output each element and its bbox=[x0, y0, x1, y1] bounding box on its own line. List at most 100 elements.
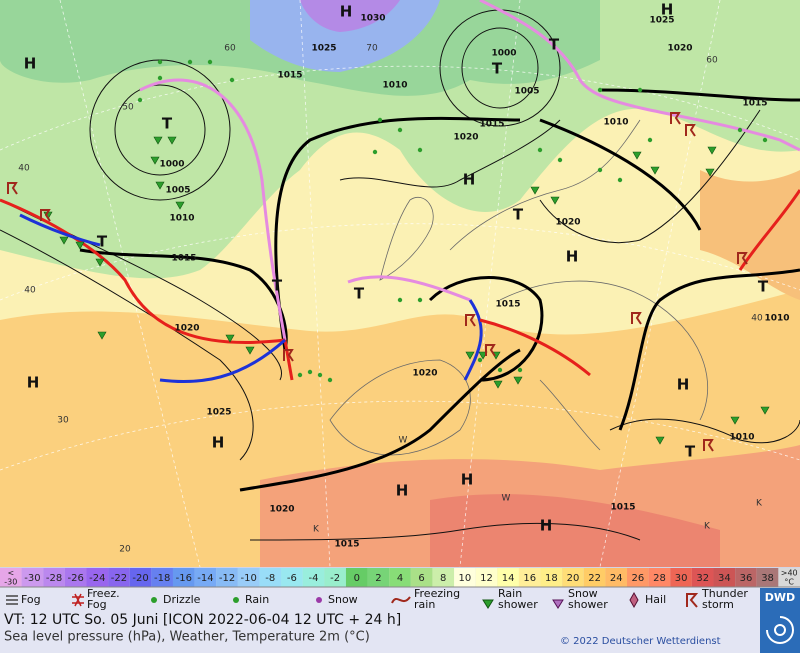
pressure-center: T bbox=[162, 115, 173, 133]
scale-label: 18 bbox=[545, 573, 558, 584]
scale-label: -28 bbox=[46, 573, 62, 584]
isobar-label: 1015 bbox=[334, 540, 359, 550]
isobar-label: 1025 bbox=[649, 16, 674, 26]
shower-symbol bbox=[167, 136, 177, 145]
rain-symbol bbox=[597, 167, 603, 173]
shower-symbol bbox=[760, 406, 770, 415]
scale-low: -30 bbox=[4, 578, 17, 587]
pressure-center: T bbox=[492, 60, 503, 78]
scale-label: -4 bbox=[309, 573, 319, 584]
legend-label: Fog bbox=[87, 598, 107, 611]
scale-label: 28 bbox=[653, 573, 666, 584]
scale-cell bbox=[713, 568, 736, 587]
shower-symbol bbox=[707, 146, 717, 155]
rain-symbol bbox=[762, 137, 768, 143]
green-region bbox=[0, 0, 800, 279]
legend-icon bbox=[391, 596, 411, 604]
rain-symbol bbox=[137, 97, 143, 103]
scale-cell bbox=[562, 568, 584, 587]
scale-cell bbox=[259, 568, 282, 587]
temperature-label: W bbox=[399, 436, 408, 446]
pressure-center: H bbox=[677, 376, 690, 394]
rain-symbol bbox=[417, 147, 423, 153]
legend-icon bbox=[629, 591, 639, 609]
shower-symbol bbox=[175, 201, 185, 210]
temperature-scale: <-30 -30 -28 -26 -24 -22 -20 -18 -16 -14 -12 -10 -8-… bbox=[0, 568, 800, 587]
thunderstorm-symbol bbox=[7, 182, 18, 195]
scale-label: 34 bbox=[718, 573, 731, 584]
thunderstorm-symbol bbox=[631, 312, 642, 325]
rain-symbol bbox=[617, 177, 623, 183]
legend-label: storm bbox=[702, 598, 734, 611]
scale-label: 8 bbox=[440, 573, 446, 584]
legend-label: Rain bbox=[245, 593, 269, 606]
rain-symbol bbox=[229, 77, 235, 83]
weather-symbols bbox=[7, 59, 770, 452]
scale-label: -12 bbox=[219, 573, 235, 584]
rain-symbol bbox=[297, 372, 303, 378]
shower-symbol bbox=[530, 186, 540, 195]
shower-symbol bbox=[632, 151, 642, 160]
scale-label: 20 bbox=[567, 573, 580, 584]
rain-symbol bbox=[537, 147, 543, 153]
copyright: © 2022 Deutscher Wetterdienst bbox=[560, 636, 721, 647]
isobar-label: 1020 bbox=[174, 324, 199, 334]
scale-label: 6 bbox=[418, 573, 424, 584]
legend-icon bbox=[552, 599, 564, 609]
legend-label: shower bbox=[498, 598, 538, 611]
scale-cell bbox=[129, 568, 152, 587]
legend-icon bbox=[233, 597, 239, 603]
rain-symbol bbox=[157, 75, 163, 81]
scale-label: -10 bbox=[240, 573, 256, 584]
legend-label: Freezing bbox=[414, 587, 460, 600]
temperature-label: K bbox=[756, 499, 763, 509]
fronts bbox=[0, 0, 800, 384]
scale-label: -14 bbox=[197, 573, 213, 584]
scale-cell bbox=[281, 568, 303, 587]
scale-cell bbox=[410, 568, 433, 587]
pressure-center: H bbox=[540, 517, 553, 535]
warm-east-region bbox=[700, 170, 800, 300]
rain-symbol bbox=[477, 357, 483, 363]
description: Sea level pressure (hPa), Weather, Tempe… bbox=[4, 630, 370, 645]
shower-symbol bbox=[465, 351, 475, 360]
scale-unit: °C bbox=[784, 578, 794, 587]
scale-cell bbox=[172, 568, 195, 587]
isobar-label: 1015 bbox=[610, 503, 635, 513]
scale-label: -16 bbox=[176, 573, 192, 584]
pressure-center: H bbox=[340, 3, 353, 21]
shower-symbol bbox=[650, 166, 660, 175]
shower-symbol bbox=[97, 331, 107, 340]
rain-symbol bbox=[517, 367, 523, 373]
rain-symbol bbox=[397, 127, 403, 133]
rain-symbol bbox=[597, 87, 603, 93]
rain-symbol bbox=[372, 149, 378, 155]
scale-label: -6 bbox=[287, 573, 297, 584]
legend-icon bbox=[72, 593, 84, 607]
scale-cell bbox=[151, 568, 173, 587]
scale-label: 2 bbox=[375, 573, 381, 584]
scale-label: -30 bbox=[24, 573, 40, 584]
scale-label: 24 bbox=[610, 573, 623, 584]
isobar-label: 1030 bbox=[360, 14, 385, 24]
pressure-center: H bbox=[27, 374, 40, 392]
pressure-center: H bbox=[566, 248, 579, 266]
isobar-label: 1015 bbox=[495, 300, 520, 310]
isobar-label: 1010 bbox=[382, 81, 407, 91]
scale-cell bbox=[302, 568, 325, 587]
scale-cell bbox=[43, 568, 65, 587]
pressure-center: H bbox=[463, 171, 476, 189]
thunderstorm-symbol bbox=[485, 344, 496, 357]
isobar-label: 1010 bbox=[169, 214, 194, 224]
shower-symbol bbox=[245, 346, 255, 355]
temperature-label: 40 bbox=[751, 314, 763, 324]
scale-cell bbox=[108, 568, 130, 587]
legend-icon bbox=[482, 599, 494, 609]
shower-symbol bbox=[655, 436, 665, 445]
logo-swirl bbox=[766, 616, 794, 644]
scale-cell bbox=[367, 568, 390, 587]
temperature-label: 50 bbox=[122, 103, 134, 113]
scale-label: 12 bbox=[480, 573, 493, 584]
temperature-label: K bbox=[704, 522, 711, 532]
